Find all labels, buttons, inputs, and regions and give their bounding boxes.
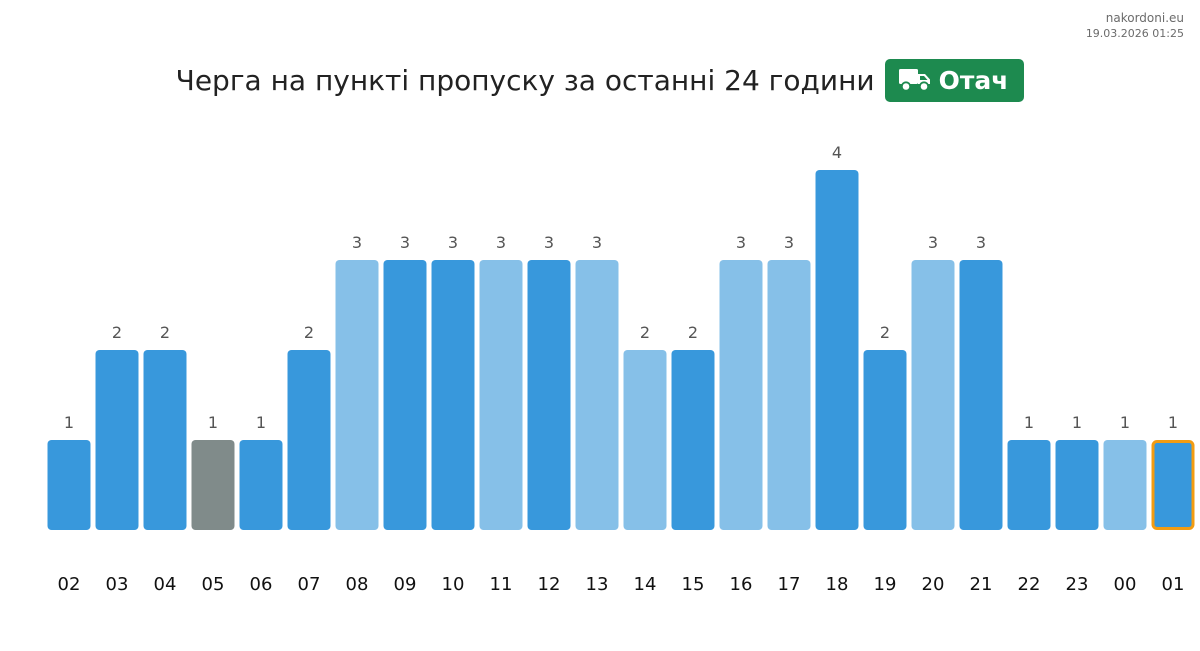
bar [335,260,379,530]
hour-tick-label: 17 [778,574,801,595]
bar-value-label: 3 [592,233,602,252]
hour-tick-label: 16 [730,574,753,595]
bar-value-label: 1 [1168,413,1178,432]
bar-value-label: 2 [304,323,314,342]
bar [143,350,187,530]
hour-tick-label: 11 [490,574,513,595]
bar-value-label: 3 [400,233,410,252]
bar-value-label: 1 [1072,413,1082,432]
bar [575,260,619,530]
bar [1103,440,1147,530]
bar [47,440,91,530]
chart-title: Черга на пункті пропуску за останні 24 г… [175,63,875,97]
bar-value-label: 3 [448,233,458,252]
hour-tick-label: 13 [586,574,609,595]
hour-tick-label: 09 [394,574,417,595]
site-name: nakordoni.eu [1105,11,1184,25]
bar-value-label: 2 [160,323,170,342]
bar [1007,440,1051,530]
hour-tick-label: 18 [826,574,849,595]
bar [239,440,283,530]
bar-value-label: 3 [928,233,938,252]
bar-value-label: 2 [112,323,122,342]
bar-value-label: 2 [640,323,650,342]
bar [911,260,955,530]
checkpoint-badge[interactable]: Отач [884,58,1025,102]
hour-tick-label: 00 [1114,574,1137,595]
bar-value-label: 1 [208,413,218,432]
bar-value-label: 1 [1120,413,1130,432]
bar [431,260,475,530]
bar-value-label: 4 [832,143,842,162]
hour-tick-label: 10 [442,574,465,595]
bar [287,350,331,530]
hour-tick-label: 08 [346,574,369,595]
bar [815,170,859,530]
bar [863,350,907,530]
hour-tick-label: 21 [970,574,993,595]
checkpoint-name: Отач [938,65,1009,95]
bar [527,260,571,530]
hour-tick-label: 22 [1018,574,1041,595]
bar [95,350,139,530]
hour-tick-label: 12 [538,574,561,595]
bar-current-hour [1151,440,1195,530]
bar-value-label: 3 [736,233,746,252]
bar [383,260,427,530]
bar-value-label: 3 [496,233,506,252]
hour-tick-label: 06 [250,574,273,595]
bar [959,260,1003,530]
bar [719,260,763,530]
hour-tick-label: 20 [922,574,945,595]
bar [671,350,715,530]
timestamp: 19.03.2026 01:25 [1085,27,1184,40]
hour-tick-label: 14 [634,574,657,595]
truck-icon [898,68,931,92]
bar-value-label: 2 [880,323,890,342]
bar-value-label: 3 [352,233,362,252]
hour-tick-label: 01 [1162,574,1185,595]
hour-tick-label: 07 [298,574,321,595]
bar-value-label: 2 [688,323,698,342]
hour-tick-label: 15 [682,574,705,595]
bar-value-label: 1 [1024,413,1034,432]
hour-tick-label: 03 [106,574,129,595]
hour-tick-label: 02 [58,574,81,595]
bar-value-label: 1 [64,413,74,432]
bar [623,350,667,530]
title-row: Черга на пункті пропуску за останні 24 г… [0,58,1200,102]
hour-tick-label: 23 [1066,574,1089,595]
bar [1055,440,1099,530]
bar [767,260,811,530]
bar-value-label: 3 [976,233,986,252]
bar [191,440,235,530]
hour-tick-label: 19 [874,574,897,595]
hour-tick-label: 04 [154,574,177,595]
bar [479,260,523,530]
site-info: nakordoni.eu 19.03.2026 01:25 [1086,10,1184,42]
bar-value-label: 3 [784,233,794,252]
hour-tick-label: 05 [202,574,225,595]
bar-value-label: 1 [256,413,266,432]
bar-value-label: 3 [544,233,554,252]
